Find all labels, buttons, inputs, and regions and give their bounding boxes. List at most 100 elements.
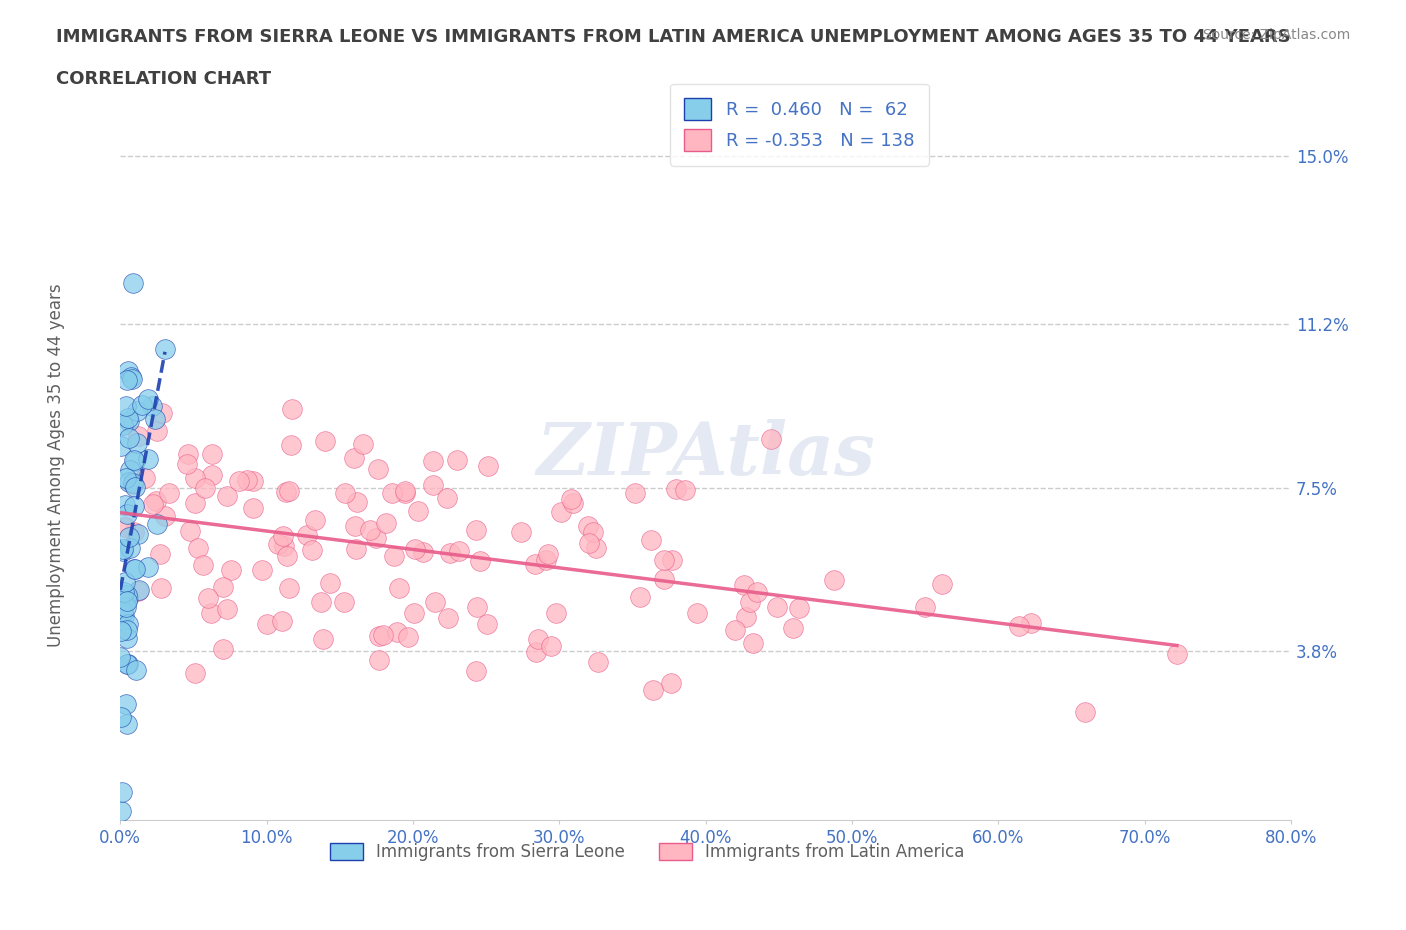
Point xyxy=(266,537,288,551)
Point xyxy=(112,588,135,603)
Point xyxy=(1019,616,1042,631)
Point xyxy=(197,591,219,605)
Point xyxy=(422,478,444,493)
Text: Unemployment Among Ages 35 to 44 years: Unemployment Among Ages 35 to 44 years xyxy=(48,284,65,646)
Point xyxy=(124,454,146,469)
Point xyxy=(446,452,468,467)
Point xyxy=(537,547,560,562)
Point xyxy=(117,631,139,645)
Point xyxy=(465,600,488,615)
Point xyxy=(127,429,149,444)
Point xyxy=(145,412,167,427)
Point xyxy=(184,666,207,681)
Point xyxy=(115,372,138,387)
Point xyxy=(371,628,394,643)
Point xyxy=(200,468,222,483)
Point xyxy=(343,518,366,533)
Point xyxy=(122,525,145,539)
Point xyxy=(439,545,461,560)
Point xyxy=(665,481,688,496)
Point xyxy=(193,557,215,572)
Point xyxy=(333,485,356,500)
Point xyxy=(652,571,675,586)
Point xyxy=(576,519,599,534)
Point xyxy=(343,451,366,466)
Point xyxy=(534,552,557,567)
Point xyxy=(121,371,143,386)
Point xyxy=(382,549,405,564)
Point xyxy=(157,485,180,500)
Point xyxy=(624,485,647,500)
Point xyxy=(215,489,238,504)
Point xyxy=(738,594,761,609)
Point xyxy=(352,436,374,451)
Point xyxy=(115,622,138,637)
Point xyxy=(281,402,304,417)
Point xyxy=(110,804,132,818)
Point xyxy=(477,458,499,473)
Point xyxy=(138,560,160,575)
Point xyxy=(179,524,201,538)
Point xyxy=(315,433,337,448)
Point xyxy=(280,437,302,452)
Text: Source: ZipAtlas.com: Source: ZipAtlas.com xyxy=(1202,28,1350,42)
Point xyxy=(121,477,143,492)
Point xyxy=(560,491,582,506)
Point xyxy=(117,588,139,603)
Point xyxy=(184,470,207,485)
Point xyxy=(242,500,264,515)
Point xyxy=(385,625,408,640)
Point xyxy=(436,610,458,625)
Point xyxy=(118,530,141,545)
Point xyxy=(765,600,787,615)
Point xyxy=(112,544,135,559)
Point xyxy=(122,498,145,513)
Point xyxy=(1008,618,1031,633)
Point xyxy=(375,515,398,530)
Point xyxy=(685,605,707,620)
Point xyxy=(117,591,139,605)
Point xyxy=(110,439,132,454)
Point xyxy=(200,605,222,620)
Point xyxy=(301,543,323,558)
Text: ZIPAtlas: ZIPAtlas xyxy=(536,419,875,490)
Point xyxy=(117,364,139,379)
Point xyxy=(138,452,160,467)
Point xyxy=(145,423,167,438)
Point xyxy=(585,540,607,555)
Point xyxy=(380,486,402,501)
Point xyxy=(271,528,294,543)
Point xyxy=(661,675,683,690)
Point xyxy=(367,629,389,644)
Point xyxy=(219,563,242,578)
Legend: Immigrants from Sierra Leone, Immigrants from Latin America: Immigrants from Sierra Leone, Immigrants… xyxy=(322,835,973,870)
Point xyxy=(412,545,434,560)
Point xyxy=(311,594,333,609)
Point xyxy=(733,578,755,592)
Point xyxy=(110,608,132,623)
Point xyxy=(117,593,139,608)
Point xyxy=(787,600,810,615)
Point xyxy=(131,397,153,412)
Point xyxy=(465,523,488,538)
Point xyxy=(114,498,136,513)
Point xyxy=(823,573,845,588)
Point xyxy=(273,538,295,553)
Point xyxy=(124,562,146,577)
Point xyxy=(150,581,173,596)
Point xyxy=(112,585,135,600)
Point xyxy=(176,457,198,472)
Point xyxy=(509,525,531,539)
Point xyxy=(367,461,389,476)
Point xyxy=(782,620,804,635)
Point xyxy=(1166,647,1188,662)
Point xyxy=(550,505,572,520)
Point xyxy=(404,541,426,556)
Point xyxy=(422,454,444,469)
Point xyxy=(145,516,167,531)
Point xyxy=(122,453,145,468)
Point xyxy=(673,483,696,498)
Point xyxy=(586,655,609,670)
Point xyxy=(394,486,416,501)
Point xyxy=(111,542,134,557)
